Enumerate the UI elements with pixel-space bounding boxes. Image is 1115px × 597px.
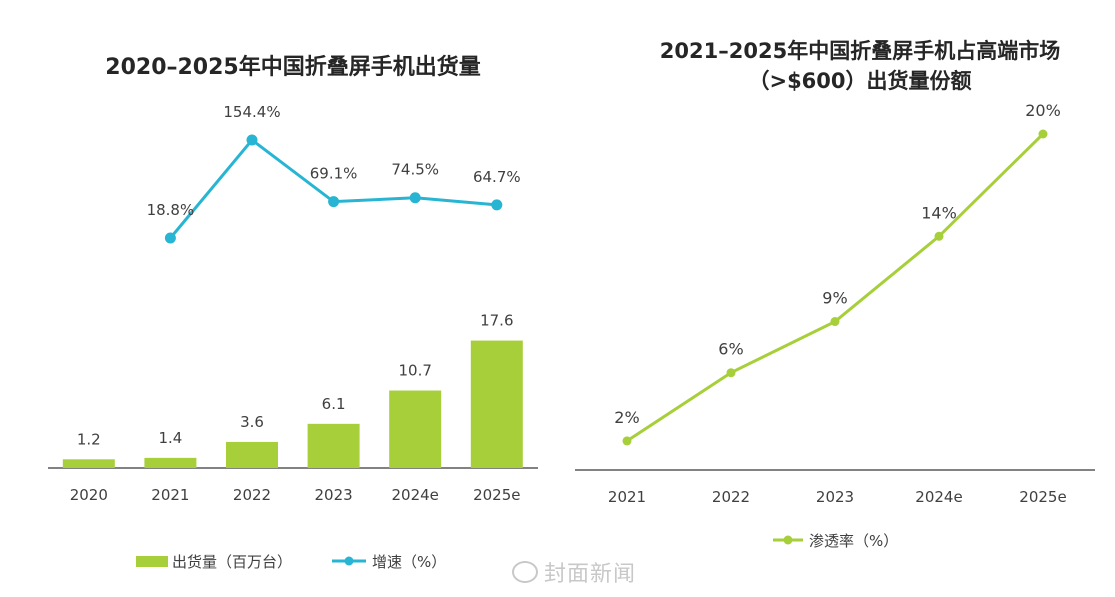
bar-value-label-2022: 3.6 (240, 413, 264, 431)
x-tick-2021: 2021 (608, 488, 646, 506)
x-tick-2025e: 2025e (473, 486, 520, 504)
penetration-series-line (626, 132, 1045, 443)
growth-series-line (169, 137, 497, 239)
penetration-label-2023: 9% (822, 289, 847, 308)
penetration-label-2021: 2% (614, 408, 639, 427)
x-tick-2024e: 2024e (915, 488, 962, 506)
penetration-label-2022: 6% (718, 340, 743, 359)
bar-value-label-2025e: 17.6 (480, 312, 513, 330)
x-tick-2022: 2022 (233, 486, 271, 504)
x-tick-2023: 2023 (816, 488, 854, 506)
bar-2020 (62, 459, 115, 468)
bar-2024e (389, 390, 442, 468)
right-chart-title-line2: （>$600）出货量份额 (748, 69, 971, 93)
penetration-label-2025e: 20% (1025, 101, 1061, 120)
right-legend: 渗透率（%） (773, 532, 898, 550)
left-x-tick-labels: 2020 2021 2022 2023 2024e 2025e (70, 486, 521, 504)
watermark: 封面新闻 (512, 556, 636, 588)
left-bars: 1.2 1.4 3.6 6.1 10.7 17.6 (62, 312, 523, 468)
legend-penetration-marker (783, 535, 793, 545)
legend-bar-swatch (136, 556, 168, 567)
bar-2025e (470, 340, 523, 468)
x-tick-2023: 2023 (315, 486, 353, 504)
growth-label-2024e: 74.5% (391, 161, 439, 179)
left-legend: 出货量（百万台） 增速（%） (136, 553, 446, 571)
growth-point-2024e (409, 192, 421, 204)
legend-penetration-label: 渗透率（%） (809, 532, 898, 550)
growth-label-2023: 69.1% (310, 165, 358, 183)
growth-label-2021: 18.8% (147, 201, 195, 219)
left-chart-title: 2020–2025年中国折叠屏手机出货量 (105, 54, 480, 80)
x-tick-2025e: 2025e (1019, 488, 1066, 506)
legend-line-marker (344, 556, 354, 566)
bar-value-label-2023: 6.1 (322, 395, 346, 413)
penetration-point-2021 (622, 436, 632, 446)
growth-label-2025e: 64.7% (473, 168, 521, 186)
right-chart: 2021–2025年中国折叠屏手机占高端市场 （>$600）出货量份额 2% 6%… (575, 39, 1095, 550)
weibo-logo-icon (512, 561, 538, 583)
growth-point-2021 (164, 232, 176, 244)
right-x-tick-labels: 2021 2022 2023 2024e 2025e (608, 488, 1067, 506)
x-tick-2024e: 2024e (391, 486, 438, 504)
left-growth-line: 18.8% 154.4% 69.1% 74.5% 64.7% (147, 103, 521, 244)
right-chart-title-line1: 2021–2025年中国折叠屏手机占高端市场 (660, 39, 1060, 63)
legend-line-label: 增速（%） (372, 553, 446, 571)
left-chart: 2020–2025年中国折叠屏手机出货量 1.2 1.4 3.6 6.1 10.7 17.… (48, 54, 538, 571)
right-penetration-line: 2% 6% 9% 14% 20% (614, 101, 1061, 446)
legend-bar-label: 出货量（百万台） (172, 553, 292, 571)
penetration-label-2024e: 14% (921, 203, 957, 222)
bar-2021 (144, 457, 197, 468)
x-tick-2022: 2022 (712, 488, 750, 506)
growth-point-2023 (328, 196, 340, 208)
bar-2023 (307, 423, 360, 468)
growth-point-2025e (491, 199, 503, 211)
bar-value-label-2021: 1.4 (158, 429, 182, 447)
watermark-text: 封面新闻 (544, 562, 637, 587)
penetration-point-2025e (1038, 129, 1048, 139)
x-tick-2020: 2020 (70, 486, 108, 504)
x-tick-2021: 2021 (151, 486, 189, 504)
penetration-point-2023 (830, 317, 840, 327)
bar-value-label-2020: 1.2 (77, 430, 101, 448)
bar-value-label-2024e: 10.7 (398, 362, 431, 380)
growth-point-2022 (246, 134, 258, 146)
penetration-point-2022 (726, 368, 736, 378)
penetration-point-2024e (934, 231, 944, 241)
growth-label-2022: 154.4% (223, 103, 280, 121)
bar-2022 (226, 441, 278, 468)
